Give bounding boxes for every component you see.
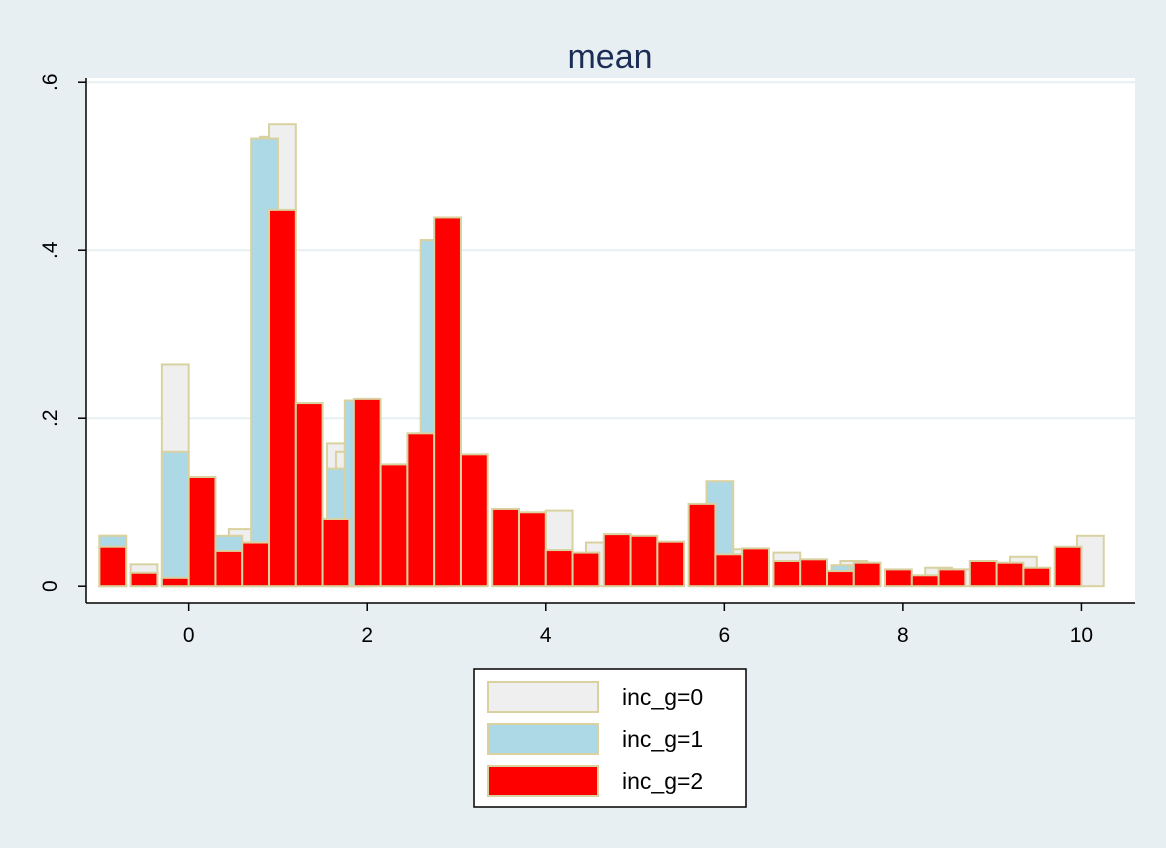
bar-inc-g-2-17: [571, 551, 601, 588]
bar-inc-g-2-11: [406, 432, 436, 588]
x-tick-label-1: 2: [361, 624, 373, 647]
legend: inc_g=0 inc_g=1 inc_g=2: [473, 668, 747, 808]
bar-inc-g-2-27: [852, 561, 882, 588]
x-tick-label-2: 4: [540, 624, 552, 647]
y-tick-label-0: 0: [39, 580, 62, 592]
bar-inc-g-2-23: [741, 547, 770, 588]
bar-inc-g-2-28: [884, 568, 913, 588]
bar-inc-g-2-0: [98, 545, 128, 588]
bar-inc-g-2-8: [321, 518, 351, 588]
legend-label-2: inc_g=2: [622, 768, 703, 794]
bar-inc-g-2-6: [268, 208, 297, 588]
axes: [85, 78, 1135, 604]
bar-inc-g-2-19: [629, 534, 659, 588]
legend-swatch-0: [487, 681, 599, 713]
chart-title: mean: [567, 38, 652, 76]
bar-inc-g-2-26: [825, 570, 855, 588]
x-ticks: 0 2 4 6 8 10: [183, 603, 1093, 647]
bar-inc-g-2-32: [995, 561, 1025, 588]
legend-swatch-2: [487, 765, 599, 797]
bar-inc-g-2-9: [352, 397, 382, 588]
y-ticks: 0 .2 .4 .6: [39, 73, 86, 592]
y-tick-label-1: .2: [39, 409, 62, 427]
legend-label-1: inc_g=1: [622, 726, 703, 752]
bar-inc-g-2-13: [459, 453, 489, 588]
bar-inc-g-2-10: [379, 463, 409, 588]
bar-inc-g-2-2: [160, 576, 190, 588]
x-tick-label-3: 6: [718, 624, 730, 647]
bar-inc-g-2-33: [1022, 566, 1052, 588]
bar-inc-g-2-7: [294, 402, 324, 588]
bar-inc-g-2-22: [714, 553, 744, 588]
bar-inc-g-2-4: [214, 549, 244, 588]
bar-inc-g-2-30: [937, 568, 967, 588]
bar-inc-g-2-12: [433, 216, 462, 588]
y-tick-label-2: .4: [39, 241, 62, 259]
legend-label-0: inc_g=0: [622, 684, 703, 710]
bar-inc-g-2-20: [656, 540, 686, 588]
plot-area: [86, 78, 1135, 603]
bar-inc-g-2-25: [799, 558, 828, 588]
series-2: [98, 208, 1083, 588]
bar-inc-g-1-1: [160, 450, 190, 588]
bar-inc-g-2-24: [772, 560, 802, 588]
bar-inc-g-2-14: [491, 507, 520, 588]
bar-inc-g-2-21: [687, 502, 717, 588]
x-tick-label-5: 10: [1070, 624, 1093, 647]
legend-swatch-1: [487, 723, 599, 755]
y-tick-label-3: .6: [39, 73, 62, 91]
bar-inc-g-2-3: [187, 476, 217, 588]
bar-inc-g-2-29: [910, 574, 940, 588]
bar-inc-g-2-5: [241, 541, 271, 588]
bar-inc-g-2-34: [1053, 545, 1083, 588]
bar-inc-g-2-31: [968, 560, 998, 588]
x-tick-label-0: 0: [183, 624, 195, 647]
bars-group: [98, 123, 1105, 588]
bar-inc-g-2-1: [129, 571, 159, 588]
bar-inc-g-2-15: [517, 511, 547, 588]
bar-inc-g-2-18: [602, 533, 632, 588]
x-tick-label-4: 8: [897, 624, 909, 647]
bar-inc-g-2-16: [544, 549, 574, 588]
